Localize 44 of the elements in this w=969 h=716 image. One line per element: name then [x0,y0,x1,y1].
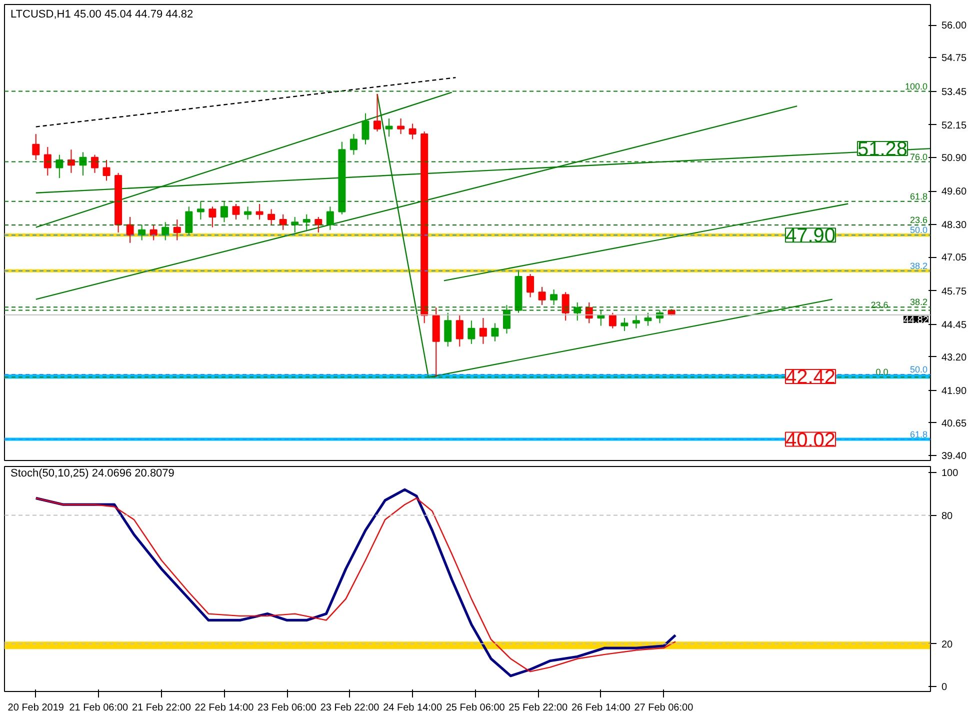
ref-line-label: 44.82 [903,314,929,326]
y-tick-label: 41.90 [942,386,967,398]
annotation: 23.6 [910,214,928,225]
y-tick-label: 100 [942,468,959,479]
x-tick-label: 21 Feb 22:00 [132,702,192,714]
x-tick-label: 25 Feb 22:00 [508,702,568,714]
y-tick-label: 40.65 [942,418,967,430]
y-tick-label: 52.15 [942,120,967,132]
y-tick-label: 49.60 [942,186,967,198]
y-tick-label: 53.45 [942,86,967,98]
band-label: 47.90 [785,225,836,248]
y-tick-label: 44.45 [942,320,967,331]
x-tick-label: 26 Feb 14:00 [571,702,631,714]
chart-title: Stoch(50,10,25) 24.0696 20.8079 [10,468,174,480]
y-tick-label: 80 [942,510,954,522]
y-tick-label: 48.30 [942,220,967,232]
y-tick-label: 50.90 [942,152,967,164]
y-tick-label: 43.20 [942,352,967,364]
annotation: 50.0 [910,225,928,236]
x-tick-label: 27 Feb 06:00 [634,702,694,714]
annotation: 38.2 [910,260,928,271]
y-tick-label: 0 [942,682,948,694]
annotation: 76.0 [910,152,928,162]
y-tick-label: 56.00 [942,20,967,32]
annotation: 61.8 [910,429,928,440]
x-tick-label: 21 Feb 06:00 [69,702,129,714]
annotation: 100.0 [904,81,928,92]
annotation: 50.0 [910,364,928,374]
x-tick-label: 22 Feb 14:00 [194,702,254,714]
y-tick-label: 39.40 [942,450,967,462]
annotation: 61.8 [910,191,928,202]
x-tick-label: 23 Feb 06:00 [258,702,317,714]
y-tick-label: 47.05 [942,252,967,264]
x-tick-label: 20 Feb 2019 [8,702,64,714]
y-tick-label: 54.75 [942,53,967,64]
annotation: 23.6 [870,300,888,310]
annotation: 38.2 [910,297,928,308]
x-tick-label: 23 Feb 22:00 [320,702,380,714]
band-label: 40.02 [785,429,836,452]
y-tick-label: 45.75 [942,286,967,298]
y-tick-label: 20 [942,639,954,650]
x-tick-label: 24 Feb 14:00 [383,702,442,714]
x-tick-label: 25 Feb 06:00 [446,702,506,714]
chart-title: LTCUSD,H1 45.00 45.04 44.79 44.82 [10,8,194,20]
